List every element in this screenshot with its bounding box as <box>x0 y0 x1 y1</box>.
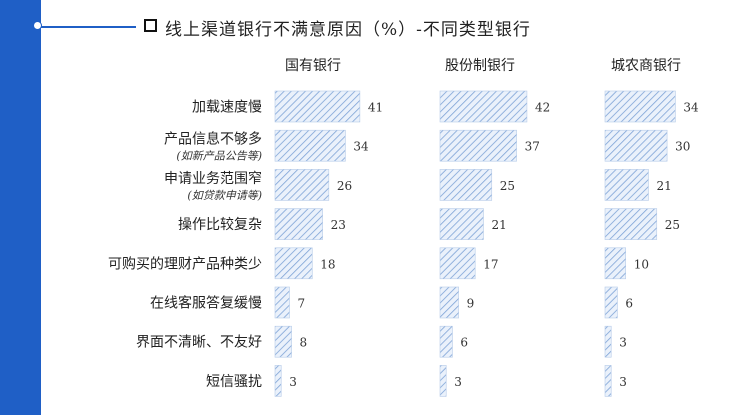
data-label: 25 <box>665 218 680 232</box>
data-label: 34 <box>683 101 699 115</box>
data-label: 10 <box>634 257 649 271</box>
bar <box>604 90 676 123</box>
category-label: 在线客服答复缓慢 <box>150 295 262 312</box>
title-square-icon <box>144 19 157 32</box>
bar <box>604 169 649 201</box>
data-label: 37 <box>525 140 540 154</box>
bar <box>439 325 453 358</box>
category-label: 申请业务范围窄 <box>164 170 262 187</box>
data-label: 42 <box>535 101 550 115</box>
series-header: 股份制银行 <box>445 58 515 74</box>
data-label: 8 <box>300 336 308 350</box>
data-label: 41 <box>368 101 383 115</box>
bar <box>274 365 282 397</box>
data-label: 34 <box>353 140 369 154</box>
bar <box>604 247 627 280</box>
data-label: 3 <box>619 375 627 389</box>
category-label: 短信骚扰 <box>206 374 262 390</box>
category-label: 产品信息不够多 <box>164 131 262 148</box>
data-label: 30 <box>675 140 690 154</box>
bar <box>274 247 313 280</box>
data-label: 23 <box>331 218 346 232</box>
bar <box>274 169 330 201</box>
series-header: 城农商银行 <box>611 58 681 74</box>
data-label: 18 <box>320 257 335 271</box>
bar <box>604 208 658 240</box>
bar <box>439 129 517 162</box>
bar <box>604 286 618 319</box>
bar <box>439 247 476 280</box>
data-label: 21 <box>491 218 506 232</box>
bar <box>439 169 493 201</box>
data-label: 25 <box>500 179 515 193</box>
data-label: 3 <box>454 375 462 389</box>
category-sublabel: (如贷款申请等) <box>187 189 262 202</box>
data-label: 9 <box>467 297 475 311</box>
title-dot-icon <box>33 21 42 30</box>
data-label: 3 <box>619 336 627 350</box>
bar <box>439 208 484 240</box>
data-label: 6 <box>625 297 633 311</box>
bar <box>604 365 612 397</box>
bar <box>274 325 292 358</box>
series-header: 国有银行 <box>285 58 341 74</box>
bar <box>439 365 447 397</box>
data-label: 17 <box>483 257 498 271</box>
side-accent-bar <box>0 0 41 415</box>
category-label: 界面不清晰、不友好 <box>136 335 262 351</box>
category-label: 可购买的理财产品种类少 <box>108 256 262 272</box>
chart-title: 线上渠道银行不满意原因（%）-不同类型银行 <box>165 20 531 40</box>
bar <box>274 208 323 240</box>
data-label: 7 <box>297 297 305 311</box>
bar <box>274 129 346 162</box>
data-label: 3 <box>289 375 297 389</box>
bar <box>439 286 459 319</box>
title-connector-line <box>36 26 136 28</box>
bar <box>604 129 668 162</box>
category-label: 操作比较复杂 <box>178 216 262 233</box>
data-label: 6 <box>460 336 468 350</box>
bar <box>274 286 290 319</box>
data-label: 26 <box>337 179 352 193</box>
bar <box>604 325 612 358</box>
data-label: 21 <box>656 179 671 193</box>
category-label: 加载速度慢 <box>192 99 262 116</box>
bar <box>274 90 361 123</box>
bar <box>439 90 528 123</box>
category-sublabel: (如新产品公告等) <box>176 150 262 163</box>
